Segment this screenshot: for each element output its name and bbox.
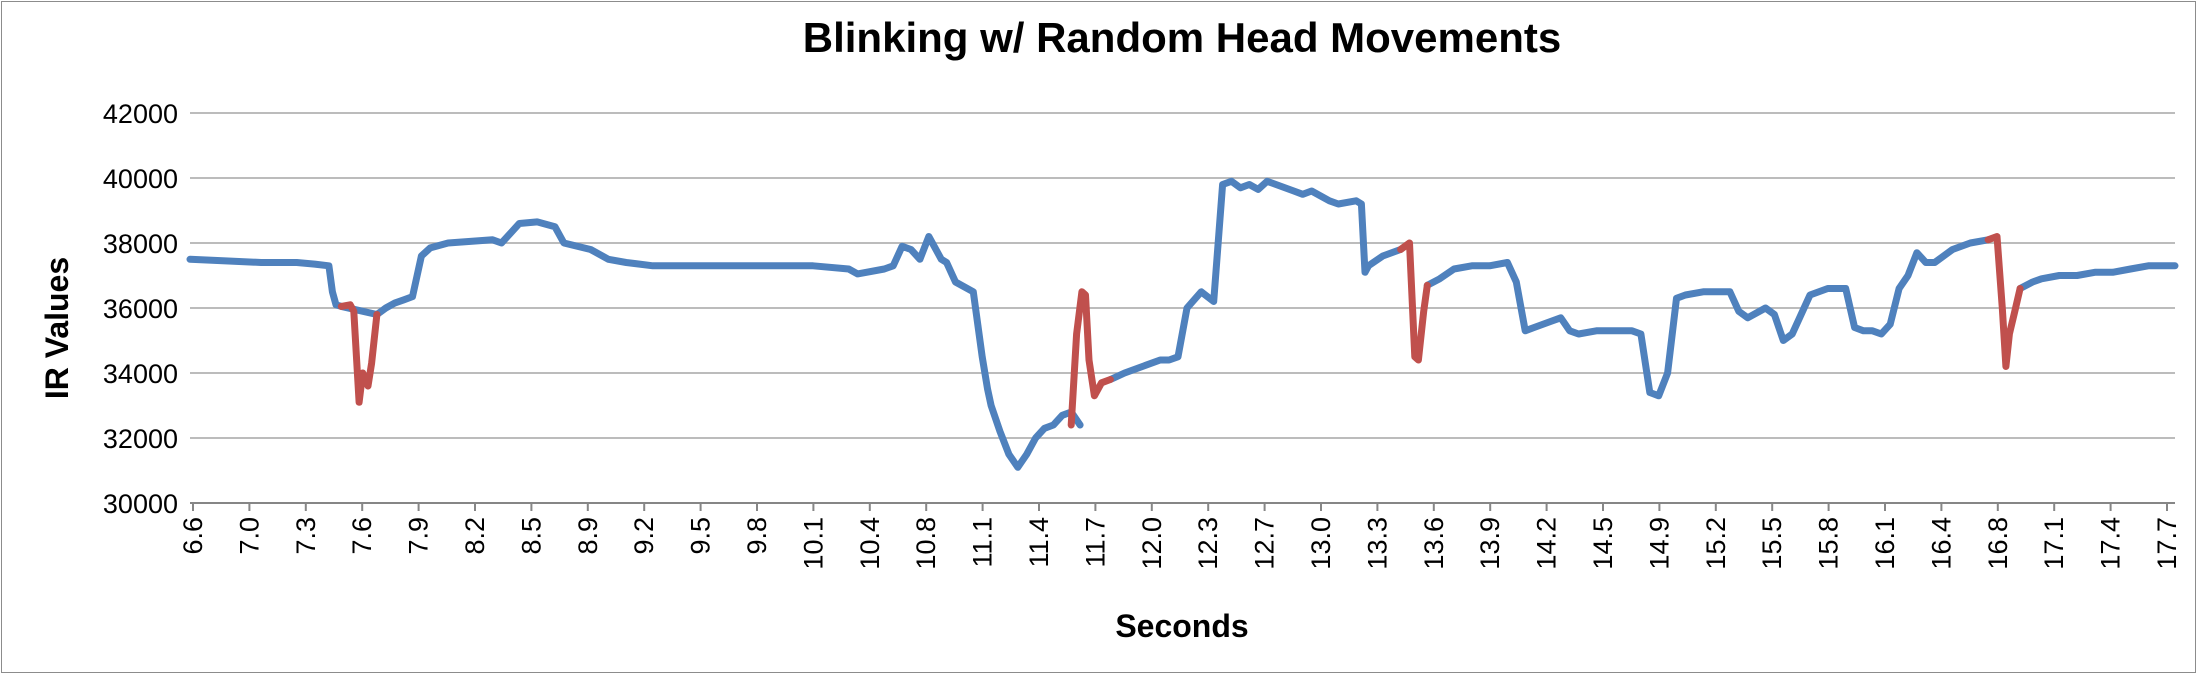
y-tick-label: 36000	[103, 294, 178, 324]
baseline-series-line	[2016, 262, 2179, 292]
x-tick-label: 10.4	[855, 517, 885, 570]
y-tick-label: 42000	[103, 99, 178, 129]
x-tick-label: 11.7	[1080, 517, 1110, 568]
y-tick-label: 30000	[103, 489, 178, 519]
x-tick-label: 15.5	[1757, 517, 1787, 570]
x-tick-label: 7.0	[234, 517, 264, 555]
x-tick-label: 15.2	[1701, 517, 1731, 570]
x-tick-label: 17.1	[2039, 517, 2069, 570]
x-tick-label: 6.6	[178, 517, 208, 555]
x-tick-label: 8.9	[573, 517, 603, 555]
baseline-series-line	[186, 218, 1084, 471]
x-tick-label: 14.2	[1532, 517, 1562, 570]
x-tick-label: 9.5	[686, 517, 716, 555]
y-tick-label: 40000	[103, 164, 178, 194]
x-tick-label: 15.8	[1814, 517, 1844, 570]
x-tick-label: 13.0	[1306, 517, 1336, 570]
blink-series-line	[1067, 288, 1114, 429]
x-tick-label: 8.5	[516, 517, 546, 555]
x-tick-label: 7.9	[404, 517, 434, 555]
x-tick-label: 10.1	[798, 517, 828, 570]
baseline-series-line	[1106, 177, 1405, 383]
x-tick-label: 9.2	[629, 517, 659, 555]
baseline-series-line	[1423, 236, 1992, 400]
x-tick-label: 7.6	[347, 517, 377, 555]
chart-title: Blinking w/ Random Head Movements	[803, 14, 1561, 61]
x-tick-label: 7.3	[291, 517, 321, 555]
x-tick-label: 8.2	[460, 517, 490, 555]
x-tick-label: 16.4	[1926, 517, 1956, 570]
x-tick-label: 9.8	[742, 517, 772, 555]
x-tick-label: 12.7	[1250, 517, 1280, 570]
x-tick-label: 10.8	[911, 517, 941, 570]
blink-series-line	[337, 301, 381, 406]
y-tick-labels: 30000 32000 34000 36000 38000 40000 42000	[103, 99, 178, 519]
x-tick-label: 12.0	[1137, 517, 1167, 570]
blink-series-line	[1397, 239, 1431, 364]
blink-series-line	[1984, 233, 2024, 370]
x-tick-label: 17.7	[2152, 517, 2182, 570]
series-layer	[186, 177, 2179, 471]
x-tick-label: 13.6	[1419, 517, 1449, 570]
x-tick-label: 12.3	[1193, 517, 1223, 570]
x-axis-label: Seconds	[1115, 608, 1248, 644]
x-tick-label: 16.1	[1870, 517, 1900, 570]
y-tick-label: 38000	[103, 229, 178, 259]
y-tick-label: 34000	[103, 359, 178, 389]
x-tick-labels: 6.6 7.0 7.3 7.6 7.9 8.2 8.5 8.9 9.2 9.5 9.8 10.1 10.…	[178, 503, 2182, 570]
x-tick-label: 14.9	[1644, 517, 1674, 570]
x-tick-label: 16.8	[1983, 517, 2013, 570]
y-axis-label: IR Values	[39, 257, 75, 399]
x-tick-label: 17.4	[2096, 517, 2126, 570]
x-tick-label: 13.9	[1475, 517, 1505, 570]
x-tick-label: 13.3	[1362, 517, 1392, 570]
x-tick-label: 11.4	[1024, 517, 1054, 568]
gridlines	[190, 112, 2175, 439]
x-tick-label: 11.1	[968, 517, 998, 568]
x-tick-label: 14.5	[1588, 517, 1618, 570]
y-tick-label: 32000	[103, 424, 178, 454]
